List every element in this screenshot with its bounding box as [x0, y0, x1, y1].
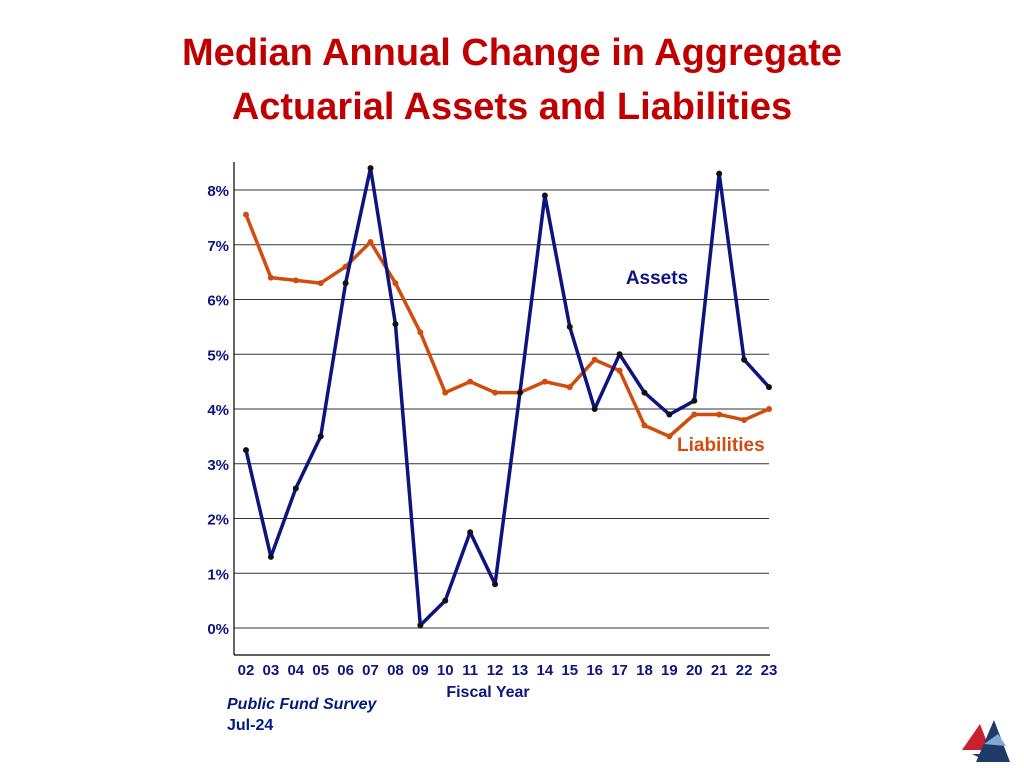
- x-tick-label: 18: [636, 662, 653, 679]
- slide-title-line-1: Median Annual Change in Aggregate: [181, 32, 843, 74]
- source-label: Public Fund Survey: [227, 696, 377, 713]
- assets-point: [442, 597, 449, 604]
- slide-title: Median Annual Change in Aggregate Actuar…: [0, 26, 1024, 134]
- x-tick-label: 12: [487, 662, 504, 679]
- assets-point: [766, 384, 772, 391]
- x-tick-label: 19: [661, 662, 678, 679]
- organization-logo-icon: [962, 720, 1010, 762]
- x-tick-label: 16: [586, 662, 603, 679]
- liabilities-point: [616, 367, 623, 374]
- liabilities-point: [541, 378, 548, 385]
- assets-point: [367, 165, 374, 172]
- y-tick-label: 7%: [207, 238, 229, 255]
- assets-point: [342, 280, 349, 287]
- x-tick-label: 22: [736, 662, 753, 679]
- x-tick-label: 08: [387, 662, 404, 679]
- assets-point: [467, 529, 474, 536]
- assets-point: [591, 406, 598, 412]
- liabilities-point: [317, 280, 324, 287]
- x-tick-label: 13: [512, 662, 529, 679]
- x-tick-label: 04: [287, 662, 304, 679]
- assets-point: [691, 397, 698, 404]
- liabilities-point: [666, 433, 673, 440]
- chart-series: Liabilities Assets: [243, 165, 772, 629]
- x-tick-label: 17: [611, 662, 628, 679]
- assets-point: [317, 433, 324, 440]
- assets-point: [516, 389, 523, 396]
- y-tick-labels: 0% 1% 2% 3% 4% 5% 6% 7% 8%: [207, 183, 229, 638]
- assets-point: [616, 351, 623, 358]
- liabilities-point: [442, 389, 449, 396]
- x-tick-label: 05: [312, 662, 329, 679]
- assets-point: [566, 323, 573, 330]
- x-axis-title: Fiscal Year: [446, 684, 529, 701]
- liabilities-series-label: Liabilities: [677, 435, 765, 456]
- liabilities-point: [292, 277, 299, 284]
- x-tick-label: 09: [412, 662, 429, 679]
- liabilities-point: [243, 211, 249, 218]
- x-tick-label: 23: [761, 662, 778, 679]
- assets-point: [392, 321, 399, 328]
- liabilities-point: [467, 378, 474, 385]
- liabilities-point: [417, 329, 424, 336]
- x-tick-label: 15: [561, 662, 578, 679]
- x-tick-label: 02: [238, 662, 255, 679]
- x-tick-label: 06: [337, 662, 354, 679]
- liabilities-point: [741, 416, 748, 423]
- assets-point: [716, 170, 723, 177]
- y-tick-label: 2%: [207, 512, 229, 529]
- assets-series-label: Assets: [626, 268, 688, 289]
- x-tick-labels: 02 03 04 05 06 07 08 09 10 11 12 13 14 15 16 17 18 19 20 21…: [238, 662, 778, 679]
- y-tick-label: 0%: [207, 621, 229, 638]
- assets-point: [243, 447, 249, 454]
- x-tick-label: 10: [437, 662, 454, 679]
- chart-gridlines: [234, 189, 769, 629]
- assets-point: [267, 553, 274, 560]
- liabilities-point: [716, 411, 723, 418]
- assets-point: [641, 389, 648, 396]
- liabilities-point: [367, 239, 374, 246]
- x-tick-label: 21: [711, 662, 728, 679]
- x-tick-label: 14: [537, 662, 554, 679]
- liabilities-point: [267, 274, 274, 281]
- assets-point: [666, 411, 673, 418]
- liabilities-point: [641, 422, 648, 429]
- assets-point: [541, 192, 548, 199]
- y-tick-label: 1%: [207, 566, 229, 583]
- series-assets: Assets: [243, 165, 772, 629]
- slide-title-line-2: Actuarial Assets and Liabilities: [231, 86, 793, 128]
- x-tick-label: 11: [462, 662, 478, 679]
- liabilities-point: [691, 411, 698, 418]
- y-tick-label: 6%: [207, 293, 229, 310]
- liabilities-point: [766, 406, 772, 412]
- x-tick-label: 20: [686, 662, 703, 679]
- assets-point: [492, 581, 499, 588]
- liabilities-point: [392, 280, 399, 287]
- liabilities-point: [492, 389, 499, 396]
- source-date: Jul-24: [227, 717, 273, 734]
- assets-line: [244, 166, 771, 628]
- assets-point: [417, 622, 424, 629]
- x-tick-label: 03: [263, 662, 280, 679]
- y-tick-label: 4%: [207, 402, 229, 419]
- liabilities-point: [566, 384, 573, 391]
- y-tick-label: 5%: [207, 347, 229, 364]
- assets-point: [292, 485, 299, 492]
- y-tick-label: 3%: [207, 457, 229, 474]
- liabilities-line: [244, 212, 771, 439]
- x-tick-label: 07: [362, 662, 379, 679]
- liabilities-point: [591, 356, 598, 363]
- assets-point: [741, 356, 748, 363]
- y-tick-label: 8%: [207, 183, 229, 200]
